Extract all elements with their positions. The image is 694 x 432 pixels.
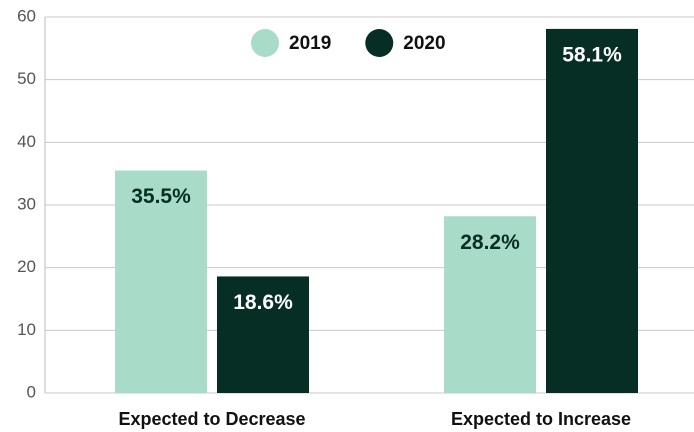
y-tick-label: 40 (17, 132, 36, 151)
x-tick-label: Expected to Increase (451, 409, 631, 429)
x-tick-label: Expected to Decrease (118, 409, 305, 429)
value-label: 58.1% (562, 43, 622, 66)
legend-label: 2020 (403, 33, 445, 54)
y-tick-label: 20 (17, 257, 36, 276)
bar (444, 216, 536, 393)
y-tick-label: 10 (17, 320, 36, 339)
y-tick-label: 50 (17, 69, 36, 88)
value-label: 28.2% (460, 231, 520, 254)
value-label: 35.5% (131, 185, 191, 208)
value-label: 18.6% (233, 291, 293, 314)
y-tick-label: 60 (17, 6, 36, 25)
legend-swatch (365, 29, 394, 57)
bar (217, 276, 309, 393)
y-tick-label: 0 (27, 382, 36, 401)
legend-label: 2019 (289, 33, 331, 54)
bar (546, 28, 638, 393)
y-tick-label: 30 (17, 194, 36, 213)
legend-swatch (251, 29, 279, 57)
bar (115, 170, 207, 393)
